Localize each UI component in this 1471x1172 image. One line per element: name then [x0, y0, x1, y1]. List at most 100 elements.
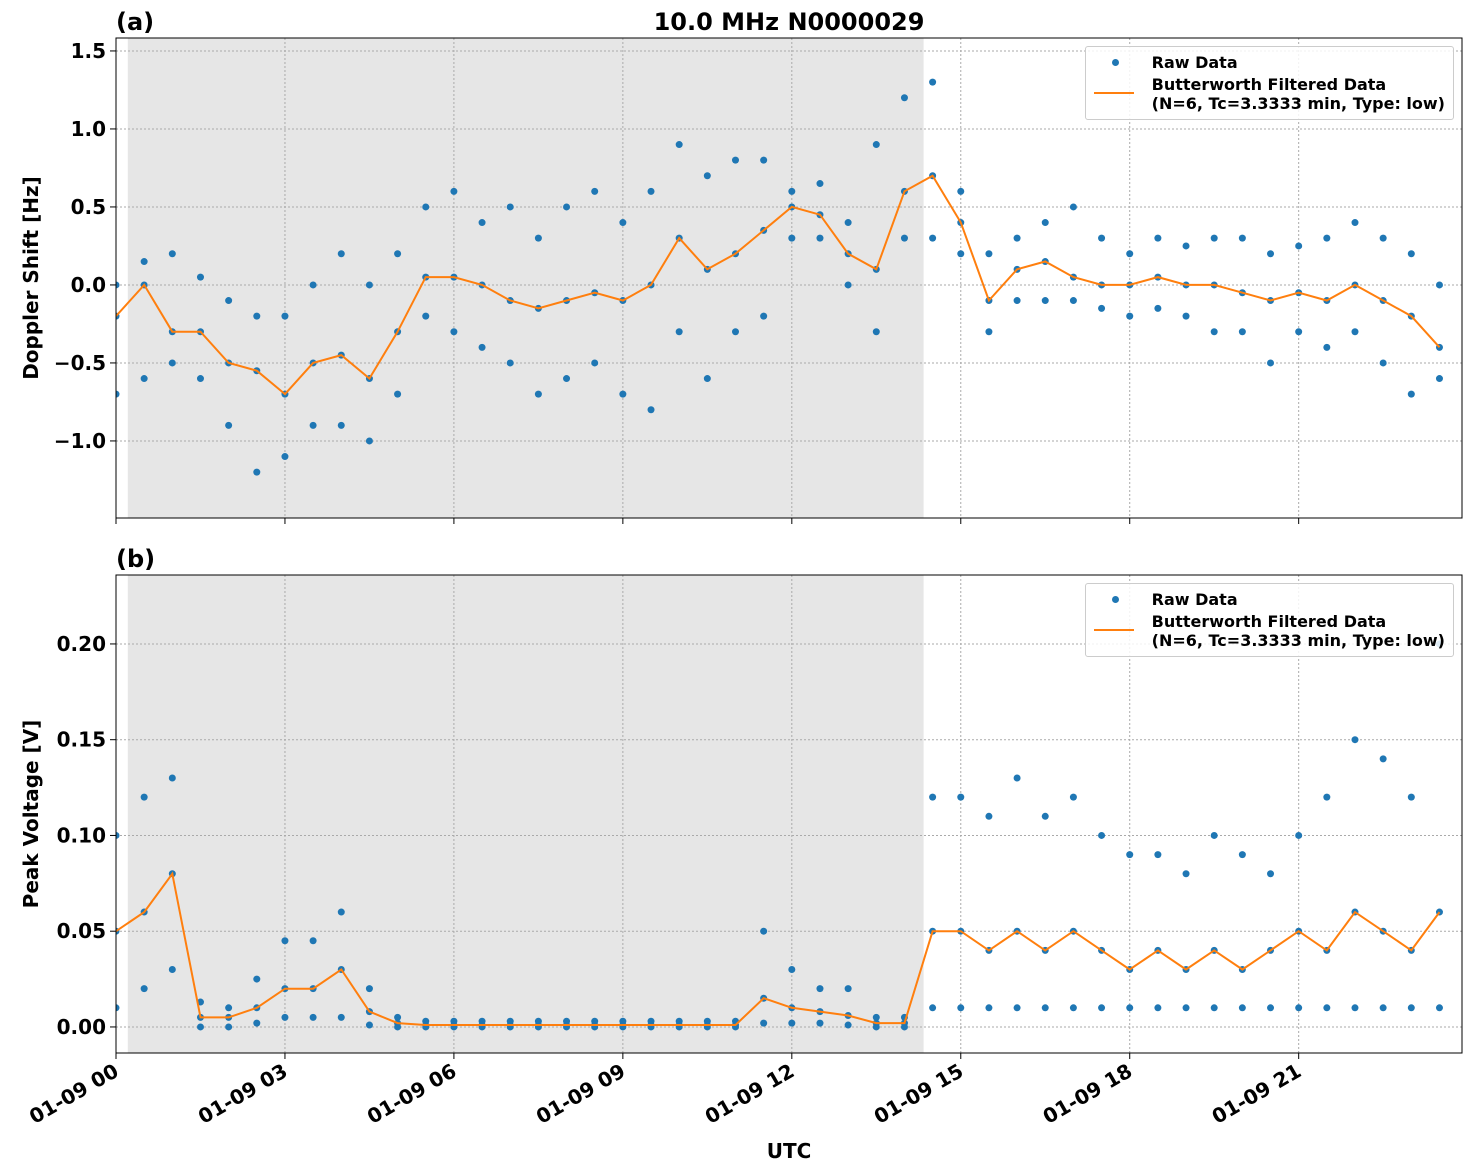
raw-point — [1267, 1004, 1275, 1012]
raw-point — [929, 1004, 937, 1012]
raw-point — [1069, 793, 1077, 801]
panel-label: (b) — [116, 545, 155, 573]
raw-point — [957, 1004, 965, 1012]
raw-point — [816, 180, 824, 188]
x-tick-label: 01-09 21 — [1208, 1059, 1306, 1129]
y-tick-label: 1.0 — [71, 117, 106, 141]
raw-point — [116, 281, 120, 289]
raw-point — [140, 985, 148, 993]
raw-point — [225, 1004, 233, 1012]
raw-point — [1098, 831, 1106, 839]
y-tick-label: 0.05 — [57, 919, 106, 943]
y-tick-label: 0.00 — [57, 1015, 106, 1039]
raw-point — [253, 312, 261, 320]
raw-point — [1323, 1004, 1331, 1012]
raw-point — [1210, 234, 1218, 242]
raw-point — [365, 281, 373, 289]
raw-point — [1210, 1004, 1218, 1012]
raw-point — [309, 421, 317, 429]
raw-point — [1069, 203, 1077, 211]
x-tick-label: 01-09 18 — [1039, 1059, 1137, 1129]
raw-point — [394, 250, 402, 258]
raw-point — [1351, 219, 1359, 227]
y-tick-label: −0.5 — [54, 351, 106, 375]
raw-point — [1182, 870, 1190, 878]
raw-point — [1182, 1004, 1190, 1012]
legend-entry: Raw Data — [1094, 53, 1445, 73]
legend-key — [1094, 53, 1138, 73]
raw-point — [225, 1023, 233, 1031]
raw-point — [844, 985, 852, 993]
raw-point — [1154, 851, 1162, 859]
raw-point — [337, 421, 345, 429]
raw-point — [365, 1021, 373, 1029]
raw-point — [1013, 1004, 1021, 1012]
raw-point — [1098, 1004, 1106, 1012]
raw-point — [1210, 328, 1218, 336]
raw-point — [563, 375, 571, 383]
raw-point — [1154, 1004, 1162, 1012]
raw-point — [1407, 250, 1415, 258]
raw-point — [788, 1019, 796, 1027]
night-shading — [127, 575, 924, 1053]
raw-point — [816, 234, 824, 242]
raw-point — [872, 1023, 880, 1031]
raw-point — [1041, 1004, 1049, 1012]
raw-point — [1098, 234, 1106, 242]
raw-point — [1154, 234, 1162, 242]
raw-point — [844, 219, 852, 227]
raw-point — [422, 312, 430, 320]
raw-point — [985, 250, 993, 258]
raw-point — [116, 831, 120, 839]
raw-point — [196, 1023, 204, 1031]
raw-point — [731, 156, 739, 164]
raw-point — [253, 1019, 261, 1027]
raw-point — [1267, 250, 1275, 258]
raw-point — [1154, 304, 1162, 312]
y-axis-label: Doppler Shift [Hz] — [19, 176, 43, 380]
raw-point — [760, 312, 768, 320]
raw-point — [168, 250, 176, 258]
raw-point — [872, 328, 880, 336]
x-tick-label: 01-09 15 — [870, 1059, 968, 1129]
raw-point — [1295, 831, 1303, 839]
raw-point — [1435, 281, 1443, 289]
raw-point — [1379, 755, 1387, 763]
raw-point — [647, 406, 655, 414]
raw-point — [929, 78, 937, 86]
raw-point — [337, 250, 345, 258]
raw-point — [1210, 831, 1218, 839]
filtered-line — [116, 174, 1441, 396]
raw-point — [1041, 219, 1049, 227]
raw-point — [816, 1019, 824, 1027]
raw-point — [985, 812, 993, 820]
raw-point — [788, 234, 796, 242]
raw-point — [929, 793, 937, 801]
raw-point — [957, 187, 965, 195]
panel-label: (a) — [116, 8, 154, 36]
raw-point — [506, 203, 514, 211]
raw-point — [1295, 1004, 1303, 1012]
y-tick-label: 0.5 — [71, 195, 106, 219]
raw-point — [281, 1013, 289, 1021]
raw-point — [591, 359, 599, 367]
raw-point — [675, 328, 683, 336]
raw-point — [1126, 1004, 1134, 1012]
raw-point — [140, 375, 148, 383]
raw-point — [394, 1013, 402, 1021]
raw-point — [1351, 328, 1359, 336]
raw-point — [450, 328, 458, 336]
raw-point — [872, 1013, 880, 1021]
raw-point — [1069, 1004, 1077, 1012]
raw-point — [619, 390, 627, 398]
raw-point — [1013, 234, 1021, 242]
raw-point — [844, 1021, 852, 1029]
chart-title: 10.0 MHz N0000029 — [654, 8, 925, 36]
x-tick-label: 01-09 03 — [194, 1059, 292, 1129]
raw-point — [1238, 328, 1246, 336]
raw-point — [116, 1004, 120, 1012]
raw-point — [760, 156, 768, 164]
raw-point — [1295, 242, 1303, 250]
raw-point — [1323, 793, 1331, 801]
raw-point — [731, 328, 739, 336]
